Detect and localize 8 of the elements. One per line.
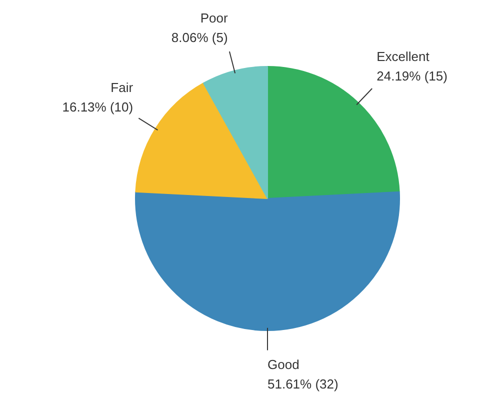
data-label: 8.06% (5) <box>171 30 228 46</box>
slice-label: Excellent <box>376 49 430 64</box>
slice-label: Poor <box>200 10 228 26</box>
data-label: 16.13% (10) <box>62 100 134 115</box>
slice-label: Fair <box>110 80 134 96</box>
data-label: 51.61% (32) <box>268 376 338 392</box>
data-label: 24.19% (15) <box>376 68 448 84</box>
slice-label: Good <box>268 356 300 372</box>
